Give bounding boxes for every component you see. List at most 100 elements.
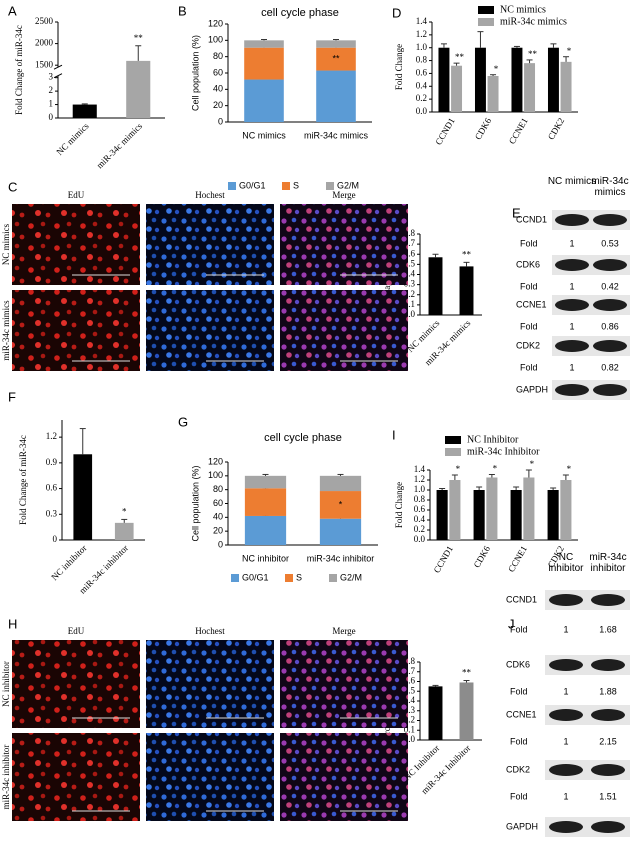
microscopy-image: [280, 733, 408, 821]
bar: [428, 686, 443, 740]
image-column-label: EdU: [68, 190, 85, 200]
y-axis-label: Cell population (%): [190, 465, 200, 541]
fold-label: Fold: [510, 791, 528, 801]
protein-label: CDK6: [506, 659, 530, 669]
y-tick-label: 0.6: [46, 483, 58, 493]
x-tick-label: CCND1: [433, 116, 456, 147]
y-tick-label: 60: [213, 498, 223, 508]
y-tick-label: 0.0: [414, 534, 426, 544]
bar: [523, 477, 535, 540]
microscopy-image: [146, 204, 274, 285]
bar: [547, 490, 559, 540]
y-tick-label: 0.5: [404, 258, 416, 268]
blot-column-label: miR-34c mimics: [591, 176, 629, 198]
blot-band: [555, 340, 589, 352]
y-tick-label: 0.9: [46, 457, 58, 467]
bar-segment: [244, 47, 284, 80]
y-tick-label: 0.6: [416, 67, 428, 77]
microscopy-image: [12, 733, 140, 821]
protein-label: CCNE1: [506, 709, 537, 719]
bar: [560, 480, 572, 540]
blot-band: [593, 259, 627, 271]
y-tick-label: 0.4: [404, 269, 416, 279]
y-tick-label: 120: [208, 456, 223, 466]
significance: **: [455, 52, 465, 62]
bar: [547, 47, 559, 112]
y-tick-label: 100: [208, 470, 223, 480]
y-tick-label: 2000: [35, 38, 54, 48]
axis-break: [53, 64, 63, 70]
bar: [486, 477, 498, 540]
y-tick-label: 0: [53, 534, 58, 544]
y-tick-label: 1.0: [416, 42, 428, 52]
legend-label: miR-34c Inhibitor: [467, 446, 540, 457]
y-tick-label: 0.4: [416, 80, 428, 90]
protein-label: CCND1: [516, 214, 547, 224]
x-tick-label: miR-34c mimics: [304, 130, 368, 140]
legend-label: NC Inhibitor: [467, 434, 519, 445]
legend-swatch: [478, 18, 494, 26]
x-tick-label: CDK6: [473, 116, 494, 142]
significance: *: [530, 459, 535, 469]
legend-label: S: [296, 572, 302, 582]
bar: [474, 47, 486, 112]
y-tick-label: 100: [208, 35, 223, 45]
legend-swatch: [228, 182, 236, 190]
microscopy-image: [280, 204, 408, 285]
microscopy-image: [146, 733, 274, 821]
significance: **: [528, 49, 538, 59]
y-tick-label: 1.0: [414, 484, 426, 494]
protein-label: CCND1: [506, 594, 537, 604]
y-tick-label: 60: [213, 67, 223, 77]
legend-swatch: [329, 574, 337, 582]
y-tick-label: 0.3: [404, 279, 416, 289]
bar: [473, 490, 485, 540]
fold-value: 2.15: [599, 736, 617, 746]
image-column-label: Hochest: [195, 190, 225, 200]
legend-label: G0/G1: [239, 180, 266, 190]
y-tick-label: 0: [49, 112, 54, 122]
y-tick-label: 1.4: [414, 464, 426, 474]
y-tick-label: 40: [213, 84, 223, 94]
blot-band: [549, 709, 583, 721]
y-tick-label: 0.0: [404, 309, 416, 319]
fold-value: 1: [563, 791, 568, 801]
legend-swatch: [445, 448, 461, 456]
x-tick-label: CCND1: [432, 544, 455, 575]
y-tick-label: 0.4: [404, 695, 416, 705]
y-axis-label: Fold Change of miR-34c: [18, 435, 28, 525]
y-tick-label: 2: [49, 85, 54, 95]
y-tick-label: 0.3: [46, 508, 58, 518]
y-tick-label: 0.6: [404, 248, 416, 258]
x-tick-label: CCNE1: [507, 116, 530, 146]
legend-label: miR-34c mimics: [500, 16, 567, 27]
chart-title: cell cycle phase: [264, 432, 342, 444]
legend-label: NC mimics: [500, 4, 546, 15]
chart: 0 20 40 60 80 100 120 Cell population (%) cell c…: [190, 432, 378, 582]
fold-label: Fold: [520, 281, 538, 291]
y-tick-label: 40: [213, 512, 223, 522]
y-tick-label: 0.8: [416, 55, 428, 65]
bar: [524, 63, 536, 112]
bar: [428, 257, 443, 315]
blot-column-label-box: miR-34c mimics: [591, 176, 629, 198]
blot-band: [591, 594, 625, 606]
y-tick-label: 0.6: [404, 676, 416, 686]
y-axis-label: Fold Change: [394, 44, 404, 90]
x-tick-label: NC mimics: [54, 120, 91, 157]
y-tick-label: 0.7: [404, 666, 416, 676]
loading-band: [555, 384, 589, 396]
significance: *: [456, 464, 461, 474]
bar-segment: [319, 475, 362, 492]
bar: [114, 522, 134, 540]
legend-swatch: [231, 574, 239, 582]
bar: [459, 266, 474, 315]
fold-label: Fold: [520, 362, 538, 372]
significance: *: [122, 506, 127, 516]
y-tick-label: 0.1: [404, 299, 415, 309]
significance: **: [134, 33, 144, 43]
bar-segment: [316, 47, 356, 71]
y-tick-label: 0: [218, 116, 223, 126]
